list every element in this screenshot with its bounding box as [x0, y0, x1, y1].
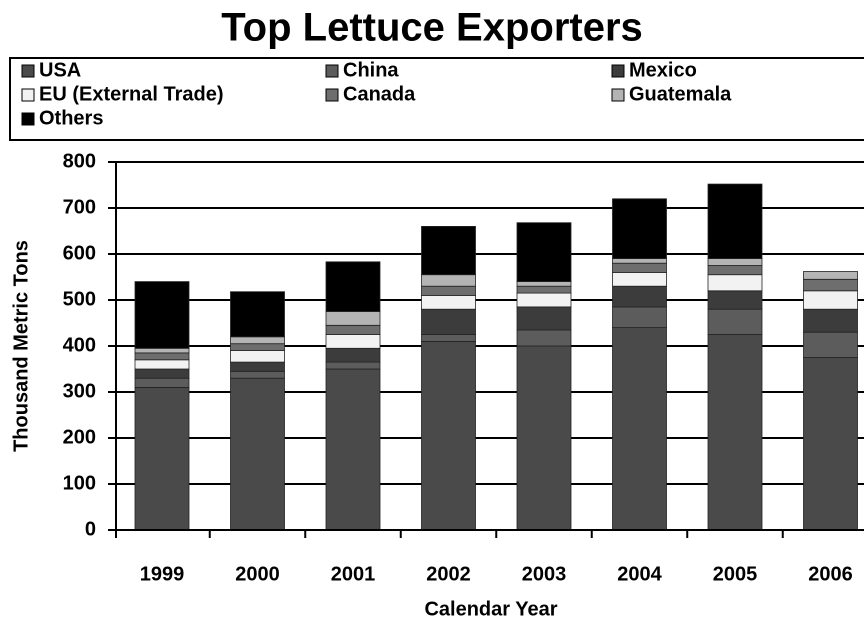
bar-segment: [325, 368, 381, 531]
bar-segment: [516, 329, 572, 347]
bar-segment: [707, 265, 763, 276]
bar-segment: [421, 274, 476, 287]
legend-label: USA: [39, 59, 81, 81]
bar-segment: [325, 347, 381, 363]
bar-segment: [134, 281, 190, 349]
legend-swatch: [21, 64, 35, 78]
bar-segment: [421, 334, 476, 342]
bar-segment: [516, 292, 572, 308]
legend-label: Canada: [343, 83, 416, 105]
legend-swatch: [325, 64, 339, 78]
bar-segment: [803, 290, 858, 310]
legend-swatch: [325, 88, 339, 102]
bar-segment: [325, 311, 381, 326]
bar-segment: [803, 271, 858, 280]
y-tick-label: 800: [63, 150, 96, 172]
y-tick-label: 200: [63, 426, 96, 448]
bar-segment: [421, 340, 476, 531]
x-tick-label: 1999: [140, 563, 185, 585]
bar-segment: [612, 285, 667, 308]
bar-segment: [230, 370, 285, 379]
bar-segment: [516, 345, 572, 531]
bar-segment: [421, 285, 476, 296]
bar-segment: [230, 361, 285, 372]
legend-swatch: [611, 88, 625, 102]
bar-segment: [707, 334, 763, 531]
bar-segment: [612, 327, 667, 531]
y-tick-label: 700: [63, 196, 96, 218]
y-tick-label: 100: [63, 472, 96, 494]
bar-segment: [325, 334, 381, 349]
x-tick-label: 2001: [331, 563, 376, 585]
bar-segment: [803, 278, 858, 292]
bar-segment: [421, 308, 476, 335]
bar-segment: [803, 357, 858, 531]
bar-segment: [612, 271, 667, 287]
bar-segment: [516, 222, 572, 283]
bar-segment: [134, 359, 190, 370]
bar-segment: [230, 350, 285, 363]
bar-segment: [134, 386, 190, 531]
bar-segment: [134, 352, 190, 361]
chart-title: Top Lettuce Exporters: [221, 6, 643, 50]
x-tick-label: 2003: [522, 563, 567, 585]
bar-segment: [516, 306, 572, 331]
legend-label: EU (External Trade): [39, 83, 224, 105]
bar-segment: [421, 225, 476, 276]
bar-segment: [325, 261, 381, 312]
bar-segment: [134, 347, 190, 354]
legend-label: Others: [39, 107, 103, 129]
bar-segment: [612, 198, 667, 260]
bar-segment: [230, 291, 285, 338]
x-tick-label: 2002: [426, 563, 471, 585]
bar-segment: [707, 274, 763, 292]
bar-segment: [325, 324, 381, 335]
legend-box: [9, 57, 864, 141]
bar-segment: [803, 331, 858, 358]
bar-segment: [612, 262, 667, 273]
bar-segment: [803, 308, 858, 333]
x-tick-label: 2005: [713, 563, 758, 585]
bar-segment: [707, 290, 763, 310]
bar-segment: [707, 258, 763, 266]
bar-segment: [230, 377, 285, 531]
bar-segment: [134, 377, 190, 388]
bar-segment: [707, 183, 763, 259]
legend-label: Mexico: [629, 59, 697, 81]
legend-swatch: [21, 88, 35, 102]
bar-segment: [707, 308, 763, 335]
bar-segment: [421, 294, 476, 310]
legend-label: China: [343, 59, 399, 81]
bar-segment: [612, 306, 667, 328]
y-tick-label: 0: [85, 518, 96, 540]
x-tick-label: 2006: [808, 563, 853, 585]
y-tick-label: 500: [63, 288, 96, 310]
bar-segment: [516, 285, 572, 294]
y-axis-title: Thousand Metric Tons: [10, 240, 32, 452]
y-tick-label: 600: [63, 242, 96, 264]
bar-segment: [612, 258, 667, 264]
bar-segment: [230, 343, 285, 352]
legend-swatch: [21, 112, 35, 126]
bar-segment: [516, 281, 572, 287]
y-tick-label: 400: [63, 334, 96, 356]
bar-segment: [230, 336, 285, 345]
x-tick-label: 2004: [617, 563, 662, 585]
x-tick-label: 2000: [235, 563, 280, 585]
bar-segment: [325, 361, 381, 370]
bar-segment: [134, 368, 190, 379]
legend-label: Guatemala: [629, 83, 732, 105]
x-axis-title: Calendar Year: [424, 598, 557, 620]
y-tick-label: 300: [63, 380, 96, 402]
legend-swatch: [611, 64, 625, 78]
